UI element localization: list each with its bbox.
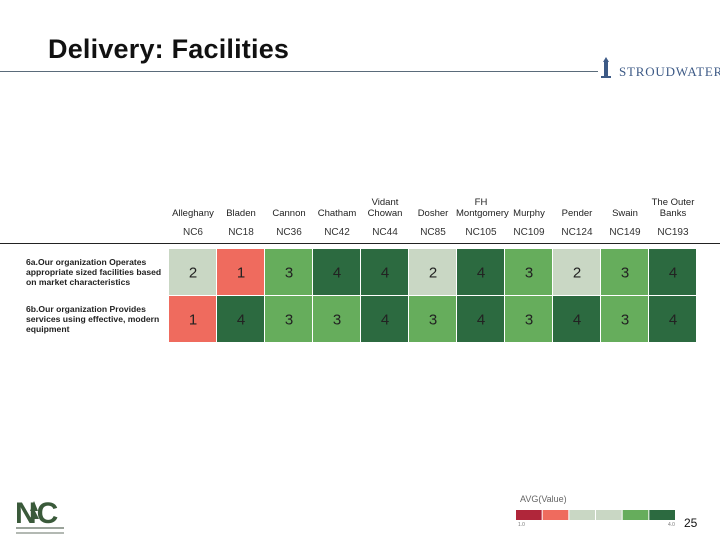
- cell-value: 1: [237, 265, 245, 282]
- column-name: Pender: [561, 208, 593, 219]
- cell-value: 4: [669, 312, 677, 329]
- heatmap-cell: [169, 249, 216, 295]
- heatmap-cell: [217, 249, 264, 295]
- nc-logo: NC: [15, 497, 64, 534]
- column-name: Cannon: [272, 208, 306, 219]
- stroudwater-logo: [601, 57, 611, 78]
- legend-swatch: [596, 510, 622, 520]
- lighthouse-icon: [601, 57, 611, 78]
- legend-min-label: 1.0: [518, 522, 525, 528]
- column-code: NC6: [182, 227, 203, 238]
- column-name: Alleghany: [172, 208, 214, 219]
- heatmap-cell: [505, 249, 552, 295]
- cell-value: 4: [669, 265, 677, 282]
- heatmap-cell: [169, 296, 216, 342]
- legend-swatch: [542, 510, 569, 520]
- column-name: Murphy: [513, 208, 545, 219]
- cell-value: 3: [525, 312, 533, 329]
- column-code: NC124: [561, 227, 593, 238]
- heatmap-cell: [409, 249, 456, 295]
- heatmap-cell: [361, 249, 408, 295]
- page-title: Delivery: Facilities: [48, 34, 290, 64]
- row-label: 6a.Our organization Operates appropriate…: [26, 257, 162, 287]
- heatmap-cell: [457, 249, 504, 295]
- legend-title: AVG(Value): [520, 494, 567, 504]
- cell-value: 3: [285, 265, 293, 282]
- heatmap-cell: [649, 249, 696, 295]
- column-code: NC109: [513, 227, 545, 238]
- heatmap-cell: [649, 296, 696, 342]
- cell-value: 4: [573, 312, 581, 329]
- column-code: NC85: [420, 227, 446, 238]
- tree-icon: [30, 501, 39, 519]
- legend-swatch: [569, 510, 595, 520]
- row-label: 6b.Our organization Provides services us…: [26, 304, 160, 334]
- heatmap-cell: [361, 296, 408, 342]
- column-code: NC18: [228, 227, 254, 238]
- heatmap-cell: [457, 296, 504, 342]
- page-number: 25: [684, 516, 698, 530]
- cell-value: 4: [477, 312, 485, 329]
- cell-value: 3: [285, 312, 293, 329]
- heatmap-cell: [265, 296, 312, 342]
- column-name: The Outer Banks: [651, 197, 695, 219]
- column-code: NC44: [372, 227, 398, 238]
- column-name: Swain: [612, 208, 638, 219]
- column-code: NC193: [657, 227, 689, 238]
- heatmap-cell: [265, 249, 312, 295]
- legend-color-bar: [516, 510, 675, 520]
- cell-value: 3: [621, 265, 629, 282]
- legend-max-label: 4.0: [668, 522, 675, 528]
- column-code: NC149: [609, 227, 641, 238]
- nc-logo-text: NC: [15, 497, 58, 530]
- column-name: Chatham: [317, 208, 357, 219]
- header-divider: [0, 243, 720, 244]
- column-name: Bladen: [226, 208, 256, 219]
- cell-value: 2: [189, 265, 197, 282]
- title-divider: [0, 71, 598, 72]
- heatmap-cell: [217, 296, 264, 342]
- heatmap-cell: [313, 249, 360, 295]
- cell-value: 2: [429, 265, 437, 282]
- column-name: Dosher: [417, 208, 449, 219]
- column-code: NC36: [276, 227, 302, 238]
- legend-swatch: [622, 510, 649, 520]
- heatmap-cell: [601, 296, 648, 342]
- cell-value: 1: [189, 312, 197, 329]
- cell-value: 4: [237, 312, 245, 329]
- legend-swatch: [649, 510, 675, 520]
- heatmap-cell: [601, 249, 648, 295]
- legend-swatch: [516, 510, 542, 520]
- column-name: Vidant Chowan: [367, 197, 403, 219]
- cell-value: 2: [573, 265, 581, 282]
- brand-logo-text: STROUDWATER: [619, 64, 720, 79]
- cell-value: 4: [381, 265, 389, 282]
- heatmap-cell: [409, 296, 456, 342]
- cell-value: 3: [525, 265, 533, 282]
- column-code: NC105: [465, 227, 497, 238]
- cell-value: 3: [429, 312, 437, 329]
- cell-value: 3: [333, 312, 341, 329]
- cell-value: 4: [477, 265, 485, 282]
- heatmap-cell: [505, 296, 552, 342]
- column-code: NC42: [324, 227, 350, 238]
- column-name: FH Montgomery: [456, 197, 509, 219]
- cell-value: 3: [621, 312, 629, 329]
- heatmap-cell: [553, 296, 600, 342]
- cell-value: 4: [333, 265, 341, 282]
- cell-value: 4: [381, 312, 389, 329]
- heatmap-cell: [313, 296, 360, 342]
- heatmap-cell: [553, 249, 600, 295]
